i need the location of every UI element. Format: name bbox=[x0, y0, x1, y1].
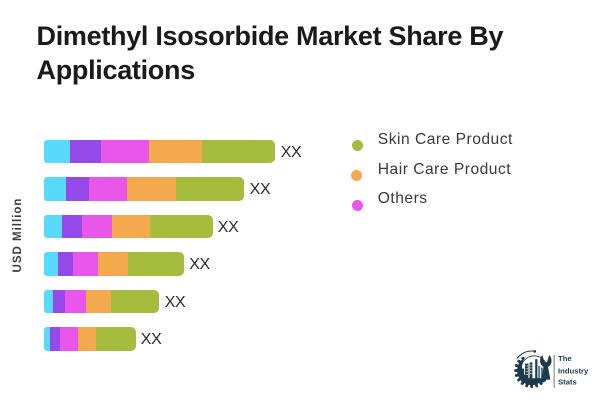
svg-text:The: The bbox=[558, 354, 572, 363]
svg-text:Industry: Industry bbox=[558, 366, 589, 375]
svg-text:Stats: Stats bbox=[558, 378, 577, 387]
